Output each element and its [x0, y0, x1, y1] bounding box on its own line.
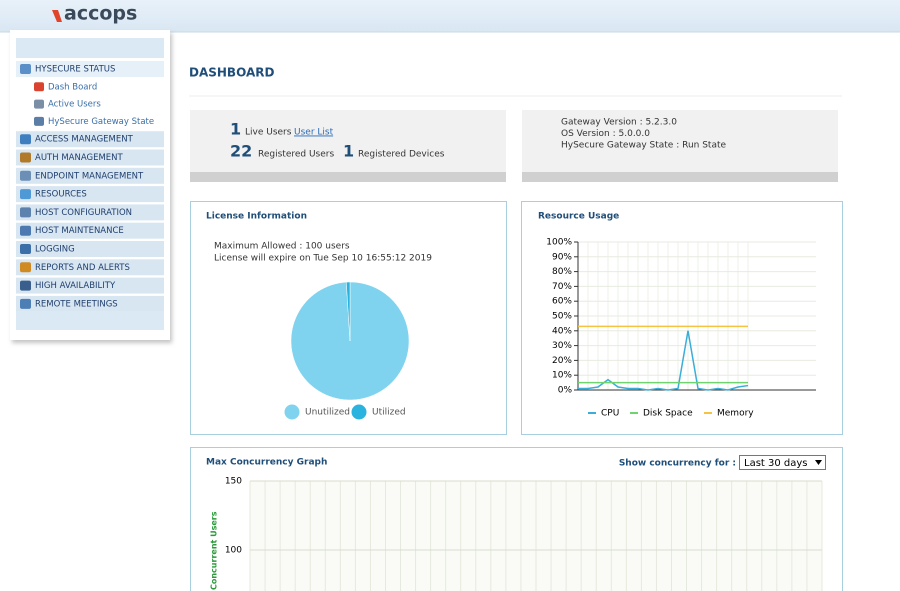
- gateway-line: OS Version : 5.0.0.0: [561, 129, 650, 139]
- y-tick-label: 150: [225, 477, 242, 487]
- filter-select[interactable]: [739, 455, 826, 470]
- menu-item[interactable]: LOGGING: [35, 245, 75, 255]
- submenu-item[interactable]: Dash Board: [48, 82, 97, 92]
- menu-icon: [20, 207, 31, 218]
- menu-item[interactable]: ACCESS MANAGEMENT: [35, 135, 134, 145]
- y-tick-label: 0%: [558, 386, 573, 396]
- y-tick-label: 30%: [552, 341, 572, 351]
- y-tick-label: 50%: [552, 312, 572, 322]
- concurrency-title: Max Concurrency Graph: [206, 458, 327, 468]
- registered-devices-count: 1: [343, 142, 354, 161]
- menu-icon: [20, 262, 31, 273]
- submenu-icon: [34, 116, 44, 126]
- gateway-box: [522, 110, 838, 182]
- header: [0, 0, 900, 32]
- logo-mark: [52, 10, 62, 22]
- menu-icon: [20, 225, 31, 236]
- menu-row: [16, 131, 164, 148]
- series-line: [578, 330, 749, 391]
- y-axis-label: Concurrent Users: [210, 511, 219, 590]
- menu-item[interactable]: AUTH MANAGEMENT: [35, 153, 124, 163]
- submenu-icon: [34, 99, 44, 109]
- logo: accops: [64, 3, 137, 25]
- menu-row: [16, 241, 164, 257]
- legend-label: Utilized: [372, 408, 406, 418]
- y-tick-label: 80%: [552, 267, 572, 277]
- menu-item[interactable]: HOST CONFIGURATION: [35, 208, 132, 218]
- filter-value[interactable]: Last 30 days: [744, 458, 808, 469]
- y-tick-label: 60%: [552, 297, 572, 307]
- y-tick-label: 90%: [552, 252, 572, 262]
- summary-box: [190, 110, 506, 182]
- resource-panel: [521, 201, 843, 435]
- license-title: License Information: [206, 212, 307, 222]
- submenu-item[interactable]: Active Users: [48, 100, 101, 110]
- menu-item[interactable]: RESOURCES: [35, 190, 87, 200]
- gateway-line: HySecure Gateway State : Run State: [561, 141, 726, 151]
- menu-row: [16, 61, 164, 77]
- menu-item[interactable]: HIGH AVAILABILITY: [35, 281, 116, 291]
- registered-users-label: Registered Users: [258, 150, 334, 160]
- legend-swatch: [284, 404, 300, 420]
- menu-item[interactable]: HYSECURE STATUS: [35, 65, 115, 75]
- gateway-bar: [522, 172, 838, 182]
- y-tick-label: 10%: [552, 371, 572, 381]
- menu-icon: [20, 189, 31, 200]
- submenu-icon: [34, 82, 44, 92]
- legend-swatch: [351, 404, 367, 420]
- menu-row: [16, 295, 164, 312]
- license-line: Maximum Allowed : 100 users: [214, 242, 350, 252]
- page-title: DASHBOARD: [189, 66, 274, 80]
- live-users-count: 1: [230, 120, 241, 139]
- menu-row: [16, 186, 164, 203]
- license-line: License will expire on Tue Sep 10 16:55:…: [214, 254, 432, 264]
- y-tick-label: 100: [225, 546, 242, 556]
- legend-label: CPU: [601, 409, 619, 419]
- y-tick-label: 40%: [552, 326, 572, 336]
- dropdown-arrow: [815, 460, 822, 465]
- menu-icon: [20, 152, 31, 163]
- filter-label: Show concurrency for :: [619, 459, 736, 469]
- sidebar-bottom: [16, 312, 164, 330]
- user-list-link[interactable]: User List: [294, 128, 334, 138]
- gateway-line: Gateway Version : 5.2.3.0: [561, 118, 677, 128]
- registered-users-count: 22: [230, 142, 252, 161]
- menu-item[interactable]: REPORTS AND ALERTS: [35, 263, 130, 273]
- registered-devices-label: Registered Devices: [358, 150, 445, 160]
- menu-icon: [20, 64, 31, 74]
- menu-row: [16, 204, 164, 221]
- menu-icon: [20, 244, 31, 254]
- menu-item[interactable]: REMOTE MEETINGS: [35, 299, 118, 309]
- legend-label: Memory: [717, 409, 754, 419]
- legend-label: Disk Space: [643, 409, 693, 419]
- pie-slice: [346, 281, 351, 342]
- y-tick-label: 70%: [552, 282, 572, 292]
- live-users-label: Live Users: [245, 128, 292, 138]
- y-tick-label: 20%: [552, 356, 572, 366]
- menu-icon: [20, 134, 31, 145]
- menu-row: [16, 259, 164, 276]
- submenu-item[interactable]: HySecure Gateway State: [48, 117, 154, 127]
- summary-bar: [190, 172, 506, 182]
- resource-title: Resource Usage: [538, 212, 619, 222]
- legend-label: Unutilized: [305, 408, 350, 418]
- menu-row: [16, 149, 164, 166]
- menu-item[interactable]: HOST MAINTENANCE: [35, 226, 124, 236]
- menu-item[interactable]: ENDPOINT MANAGEMENT: [35, 171, 144, 181]
- menu-row: [16, 277, 164, 294]
- menu-icon: [20, 170, 31, 181]
- menu-icon: [20, 298, 31, 309]
- y-tick-label: 100%: [546, 238, 572, 248]
- menu-row: [16, 222, 164, 239]
- menu-icon: [20, 280, 31, 291]
- menu-row: [16, 167, 164, 184]
- sidebar-top: [16, 38, 164, 58]
